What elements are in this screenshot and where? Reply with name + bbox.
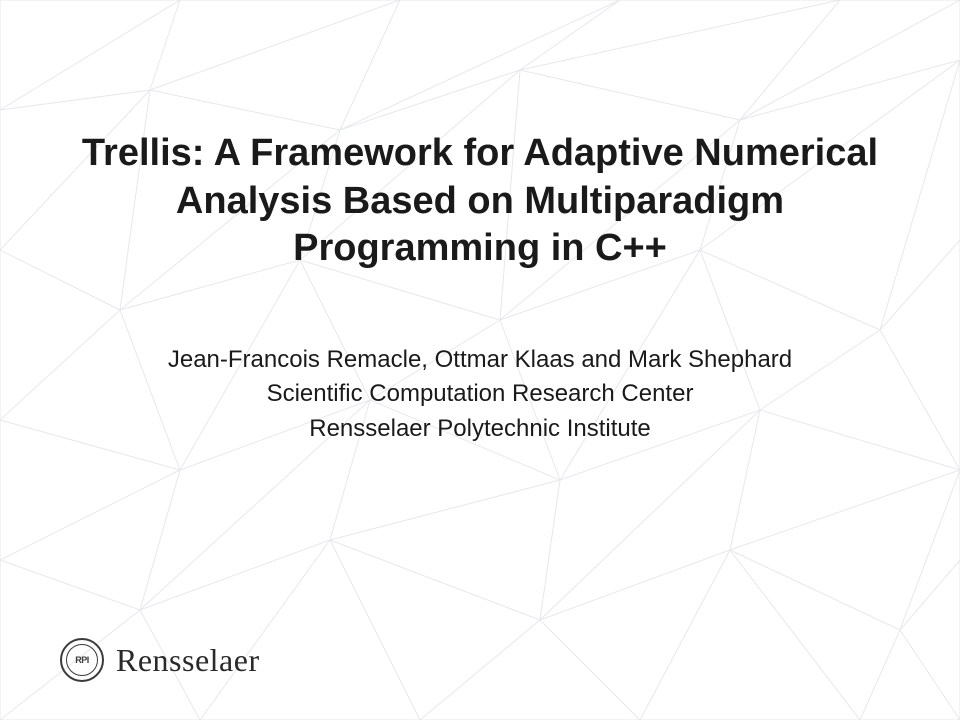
authors-line: Jean-Francois Remacle, Ottmar Klaas and … [60,343,900,378]
center-line: Scientific Computation Research Center [60,377,900,412]
slide-content: Trellis: A Framework for Adaptive Numeri… [0,0,960,720]
seal-icon: RPI [60,638,104,682]
logo-area: RPI Rensselaer [60,638,260,682]
slide-title: Trellis: A Framework for Adaptive Numeri… [60,130,900,273]
logo-text: Rensselaer [116,642,260,679]
institute-line: Rensselaer Polytechnic Institute [60,412,900,447]
seal-inner-text: RPI [75,655,89,665]
